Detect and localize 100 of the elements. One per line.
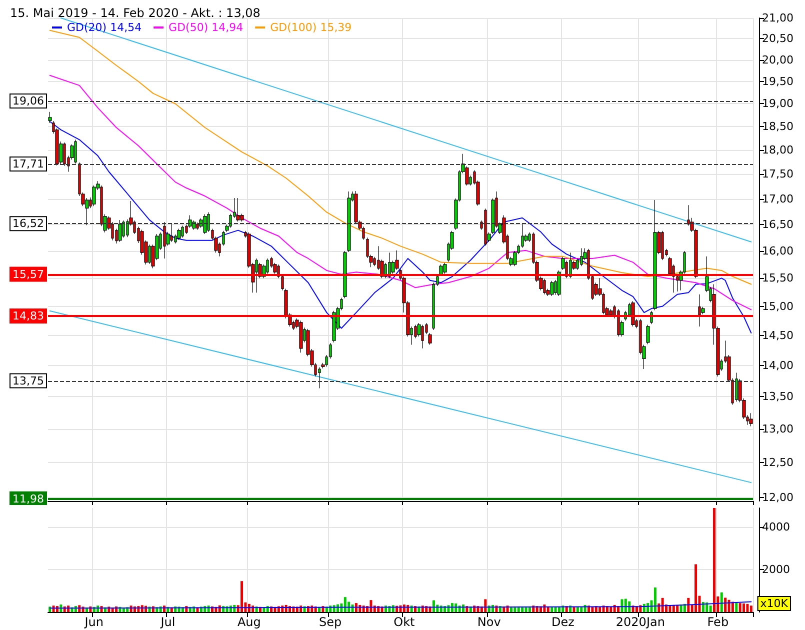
line-series (49, 74, 752, 310)
legend-label: GD(50) 14,94 (168, 21, 244, 34)
bar (687, 598, 690, 612)
candlestick (163, 222, 166, 259)
candlestick (631, 300, 635, 327)
y-tick-label: 12,50 (762, 456, 794, 469)
candlestick (122, 220, 125, 238)
y-tick-label: 12,00 (762, 490, 794, 504)
candlestick (196, 222, 199, 230)
x-tick-label: Jul (160, 615, 176, 629)
y-tick-label: 13,00 (762, 422, 794, 436)
candlestick (661, 230, 664, 260)
candlestick (439, 264, 443, 276)
y-tick-label: 21,00 (762, 12, 794, 24)
ref-line-label: 17,71 (12, 157, 44, 170)
ref-line-label: 15,57 (12, 268, 44, 281)
bar (624, 598, 627, 612)
candlestick (428, 332, 432, 346)
bar (750, 606, 752, 612)
bar (712, 508, 716, 612)
candlestick (266, 258, 269, 274)
bar (514, 607, 516, 612)
bar (668, 606, 672, 612)
bar (709, 606, 712, 612)
y-tick-label: 20,50 (762, 32, 794, 46)
ref-line-label: 16,52 (12, 217, 44, 230)
candlestick (118, 220, 122, 242)
candlestick (170, 224, 173, 242)
bar (735, 602, 738, 612)
y-tick-label: 15,50 (762, 272, 794, 285)
ref-line-label: 13,75 (12, 374, 44, 388)
ref-line-label: 19,06 (12, 94, 44, 108)
candlestick (177, 228, 181, 240)
bar (746, 604, 749, 612)
candlestick (255, 258, 258, 293)
candlestick (557, 270, 561, 296)
candlestick (749, 412, 753, 427)
bar (694, 564, 698, 612)
candlestick (347, 191, 351, 252)
bar (620, 599, 624, 612)
candlestick (421, 324, 424, 349)
bar (524, 607, 528, 612)
x-tick-label: Feb (707, 615, 729, 629)
y-tick-label: 20,00 (762, 53, 794, 66)
ref-line-label: 11,98 (12, 492, 44, 506)
bar (432, 600, 435, 612)
candlestick (92, 185, 96, 206)
candlestick (484, 208, 487, 246)
chart-title: 15. Mai 2019 - 14. Feb 2020 - Akt. : 13,08 (10, 6, 260, 20)
bar (742, 603, 746, 612)
candlestick (203, 214, 207, 234)
y-tick-label: 16,50 (762, 218, 794, 232)
bar (720, 592, 723, 612)
candlestick (609, 308, 613, 317)
candlestick (543, 278, 546, 295)
line-series (49, 601, 752, 609)
x-tick-label: Dez (551, 615, 574, 629)
legend-label: GD(100) 15,39 (270, 21, 352, 34)
candlestick (148, 244, 151, 264)
candlestick (299, 320, 303, 353)
candlestick (318, 366, 321, 389)
y-tick-label: 4000 (762, 520, 790, 534)
y-tick-label: 17,50 (762, 168, 794, 181)
x-tick-label: Jun (84, 615, 104, 629)
candlestick (646, 324, 650, 345)
bar (484, 599, 487, 612)
bar (240, 581, 244, 612)
x-tick-label: Sep (319, 615, 342, 629)
x-tick-label: Nov (477, 615, 501, 629)
candlestick (74, 139, 77, 164)
candlestick (48, 112, 52, 124)
y-tick-label: 14,50 (762, 328, 794, 342)
candlestick (395, 250, 399, 270)
bar (344, 597, 346, 612)
bar (654, 587, 656, 612)
y-tick-label: 17,00 (762, 192, 794, 206)
bar (738, 603, 742, 612)
x-tick-label: Aug (237, 615, 261, 629)
candlestick (181, 225, 184, 238)
bar (702, 602, 704, 612)
y-tick-label: 13,50 (762, 390, 794, 404)
candlestick (332, 310, 336, 343)
bar (370, 600, 372, 612)
x-tick-label: 2020Jan (616, 615, 665, 629)
y-tick-label: 15,00 (762, 300, 794, 313)
candlestick (617, 308, 620, 337)
y-tick-label: 19,00 (762, 97, 794, 110)
y-tick-label: 2000 (762, 562, 790, 576)
bar (724, 598, 727, 612)
y-axis-title: x10K (760, 597, 789, 610)
candlestick (343, 250, 347, 299)
candlestick (653, 200, 657, 311)
y-tick-label: 18,00 (762, 144, 794, 157)
line-series (49, 121, 752, 334)
candlestick (443, 262, 447, 274)
bar (661, 598, 664, 612)
candlestick (735, 372, 738, 402)
candlestick (580, 248, 583, 266)
candlestick (698, 294, 701, 327)
y-tick-label: 18,50 (762, 120, 794, 134)
